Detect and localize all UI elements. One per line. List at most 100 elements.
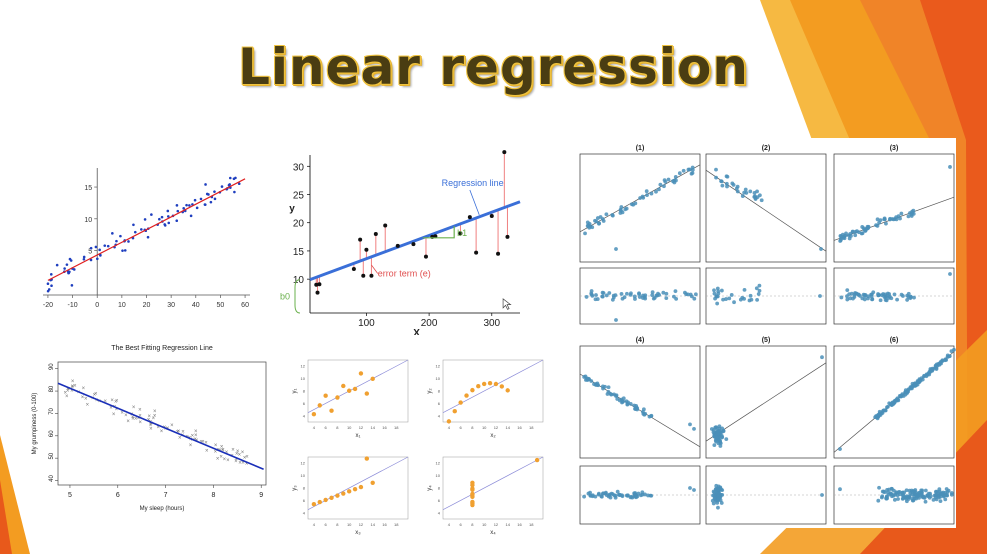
data-point	[876, 498, 881, 503]
x-tick-label: 18	[529, 425, 534, 430]
data-point	[664, 296, 669, 301]
data-point	[632, 294, 637, 299]
panel-frame	[579, 153, 701, 263]
anscombe-panel-4: 4 6 8 10 12 14 16 18 4 6 8 10 12 x₄ y₄	[427, 456, 544, 536]
data-point	[329, 408, 334, 413]
y-axis-label: y₂	[427, 388, 433, 394]
x-tick-label: 14	[370, 522, 375, 527]
y-tick-label: 8	[438, 486, 441, 491]
x-tick-label: 8	[211, 492, 215, 499]
data-point	[673, 289, 678, 294]
slope-triangle	[422, 226, 455, 239]
data-point	[458, 231, 463, 236]
data-point	[361, 273, 366, 278]
data-point	[619, 205, 624, 209]
data-point: ×	[153, 414, 157, 420]
data-point	[714, 175, 718, 180]
x-tick-label: 40	[192, 302, 200, 309]
data-point	[65, 263, 69, 266]
data-point	[220, 185, 224, 188]
data-point	[709, 427, 714, 431]
data-point: ×	[153, 409, 157, 415]
data-point	[625, 493, 630, 498]
data-point: ×	[245, 462, 249, 468]
x-tick-label: 6	[116, 492, 120, 499]
decor-left-bottom	[0, 435, 30, 554]
data-point	[649, 191, 654, 196]
data-point: ×	[71, 385, 75, 391]
y-tick-label: 10	[301, 473, 306, 478]
data-point	[609, 491, 614, 496]
y-tick-label: 12	[301, 461, 306, 466]
data-point	[613, 293, 618, 298]
data-point	[369, 273, 374, 278]
data-point	[882, 295, 887, 299]
data-point	[323, 393, 328, 398]
data-point	[757, 288, 762, 293]
data-point	[228, 176, 232, 180]
data-point	[622, 295, 627, 300]
data-point: ×	[86, 403, 90, 409]
regression-line	[47, 178, 246, 281]
data-point: ×	[73, 383, 77, 389]
y-tick-label: 30	[293, 162, 305, 173]
data-point: ×	[65, 394, 69, 400]
y-tick-label: 80	[49, 385, 55, 392]
data-point	[446, 419, 452, 424]
x-axis-label: My sleep (hours)	[140, 506, 185, 512]
data-point	[127, 240, 130, 243]
panel-frame	[833, 345, 955, 459]
data-point	[617, 493, 622, 498]
data-point	[233, 190, 236, 194]
data-point	[645, 193, 649, 197]
data-point	[917, 378, 922, 383]
plot-frame	[57, 361, 267, 486]
data-point	[158, 217, 161, 221]
data-point	[50, 284, 53, 287]
data-point	[692, 296, 697, 301]
data-point	[860, 296, 865, 301]
data-point	[910, 498, 915, 503]
data-point	[638, 196, 643, 200]
data-point	[651, 296, 656, 301]
data-point	[502, 150, 507, 155]
data-point	[692, 488, 696, 492]
data-point: ×	[134, 417, 138, 423]
x-tick-label: 6	[460, 522, 463, 527]
data-point	[470, 482, 475, 488]
y-tick-label: 4	[438, 413, 441, 418]
data-point	[505, 388, 510, 393]
data-point	[470, 486, 475, 491]
data-point	[637, 291, 641, 296]
data-point: ×	[147, 417, 151, 423]
data-point	[912, 295, 916, 300]
data-point	[364, 391, 370, 396]
data-point	[820, 493, 824, 497]
data-point: ×	[235, 452, 239, 458]
data-point	[167, 221, 171, 225]
data-point	[753, 196, 758, 200]
data-point	[724, 437, 729, 442]
data-point	[714, 483, 719, 488]
data-point: ×	[194, 429, 198, 435]
data-point	[712, 490, 717, 495]
data-point: ×	[236, 449, 240, 455]
data-point	[949, 491, 954, 495]
regression-line-pointer	[469, 189, 480, 216]
data-point	[725, 184, 729, 189]
data-point	[742, 296, 746, 301]
data-point: ×	[201, 439, 205, 445]
data-point: ×	[189, 443, 193, 449]
regression-line	[57, 382, 264, 470]
residual-panel-6	[833, 465, 955, 525]
data-point	[323, 497, 328, 503]
data-point	[844, 231, 848, 236]
data-point	[672, 180, 677, 185]
data-point	[742, 288, 747, 292]
y-tick-label: 60	[49, 430, 55, 437]
data-point: ×	[191, 433, 195, 439]
y-tick-label: 10	[293, 275, 305, 286]
data-point	[163, 224, 167, 227]
data-point	[72, 268, 76, 271]
data-point: ×	[189, 437, 193, 443]
